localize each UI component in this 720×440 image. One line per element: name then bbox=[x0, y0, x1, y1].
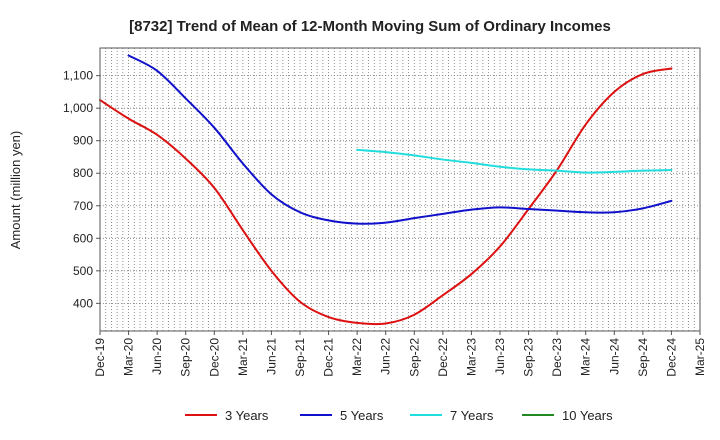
legend-label: 5 Years bbox=[340, 408, 384, 423]
x-tick-label: Mar-20 bbox=[122, 338, 136, 376]
x-tick-label: Dec-20 bbox=[207, 338, 221, 377]
x-tick-label: Dec-22 bbox=[436, 338, 450, 377]
x-tick-label: Dec-19 bbox=[93, 338, 107, 377]
x-tick-label: Mar-24 bbox=[579, 338, 593, 376]
y-axis-label: Amount (million yen) bbox=[8, 131, 23, 250]
legend-item-10-years: 10 Years bbox=[522, 408, 613, 423]
legend-label: 7 Years bbox=[450, 408, 494, 423]
x-tick-label: Jun-20 bbox=[150, 338, 164, 375]
legend-label: 10 Years bbox=[562, 408, 613, 423]
grid-lines bbox=[99, 48, 701, 331]
y-axis-ticks: 400 500 600 700 800 900 1,000 1,100 bbox=[63, 69, 100, 310]
series-line-5-years bbox=[127, 54, 673, 225]
x-tick-label: Dec-24 bbox=[664, 338, 678, 377]
legend-label: 3 Years bbox=[225, 408, 269, 423]
x-tick-label: Dec-23 bbox=[550, 338, 564, 377]
legend-item-3-years: 3 Years bbox=[185, 408, 269, 423]
plot-frame bbox=[99, 47, 701, 332]
series-line-3-years bbox=[99, 67, 673, 326]
x-tick-label: Jun-21 bbox=[264, 338, 278, 375]
y-tick-label: 800 bbox=[73, 166, 93, 180]
y-tick-label: 700 bbox=[73, 199, 93, 213]
y-tick-label: 1,100 bbox=[63, 69, 93, 83]
chart-title: [8732] Trend of Mean of 12-Month Moving … bbox=[129, 18, 611, 35]
series-line-7-years bbox=[356, 148, 673, 174]
x-tick-label: Mar-21 bbox=[236, 338, 250, 376]
legend-item-7-years: 7 Years bbox=[410, 408, 494, 423]
y-tick-label: 400 bbox=[73, 296, 93, 310]
x-tick-label: Mar-23 bbox=[464, 338, 478, 376]
x-tick-label: Sep-23 bbox=[522, 338, 536, 377]
x-tick-label: Jun-22 bbox=[379, 338, 393, 375]
x-tick-label: Jun-23 bbox=[493, 338, 507, 375]
x-tick-label: Sep-21 bbox=[293, 338, 307, 377]
x-tick-label: Sep-24 bbox=[636, 338, 650, 377]
x-axis-ticks: Dec-19 Mar-20 Jun-20 Sep-20 Dec-20 Mar-21 Jun-… bbox=[93, 331, 707, 377]
x-tick-label: Mar-25 bbox=[693, 338, 707, 376]
y-tick-label: 1,000 bbox=[63, 101, 93, 115]
x-tick-label: Jun-24 bbox=[607, 338, 621, 375]
y-tick-label: 600 bbox=[73, 231, 93, 245]
legend-item-5-years: 5 Years bbox=[300, 408, 384, 423]
x-tick-label: Mar-22 bbox=[350, 338, 364, 376]
x-tick-label: Sep-22 bbox=[407, 338, 421, 377]
y-tick-label: 500 bbox=[73, 264, 93, 278]
x-tick-label: Dec-21 bbox=[322, 338, 336, 377]
legend: 3 Years 5 Years 7 Years 10 Years bbox=[185, 408, 613, 423]
x-tick-label: Sep-20 bbox=[179, 338, 193, 377]
y-tick-label: 900 bbox=[73, 134, 93, 148]
series-layer bbox=[99, 54, 673, 326]
plot-area bbox=[100, 48, 700, 331]
